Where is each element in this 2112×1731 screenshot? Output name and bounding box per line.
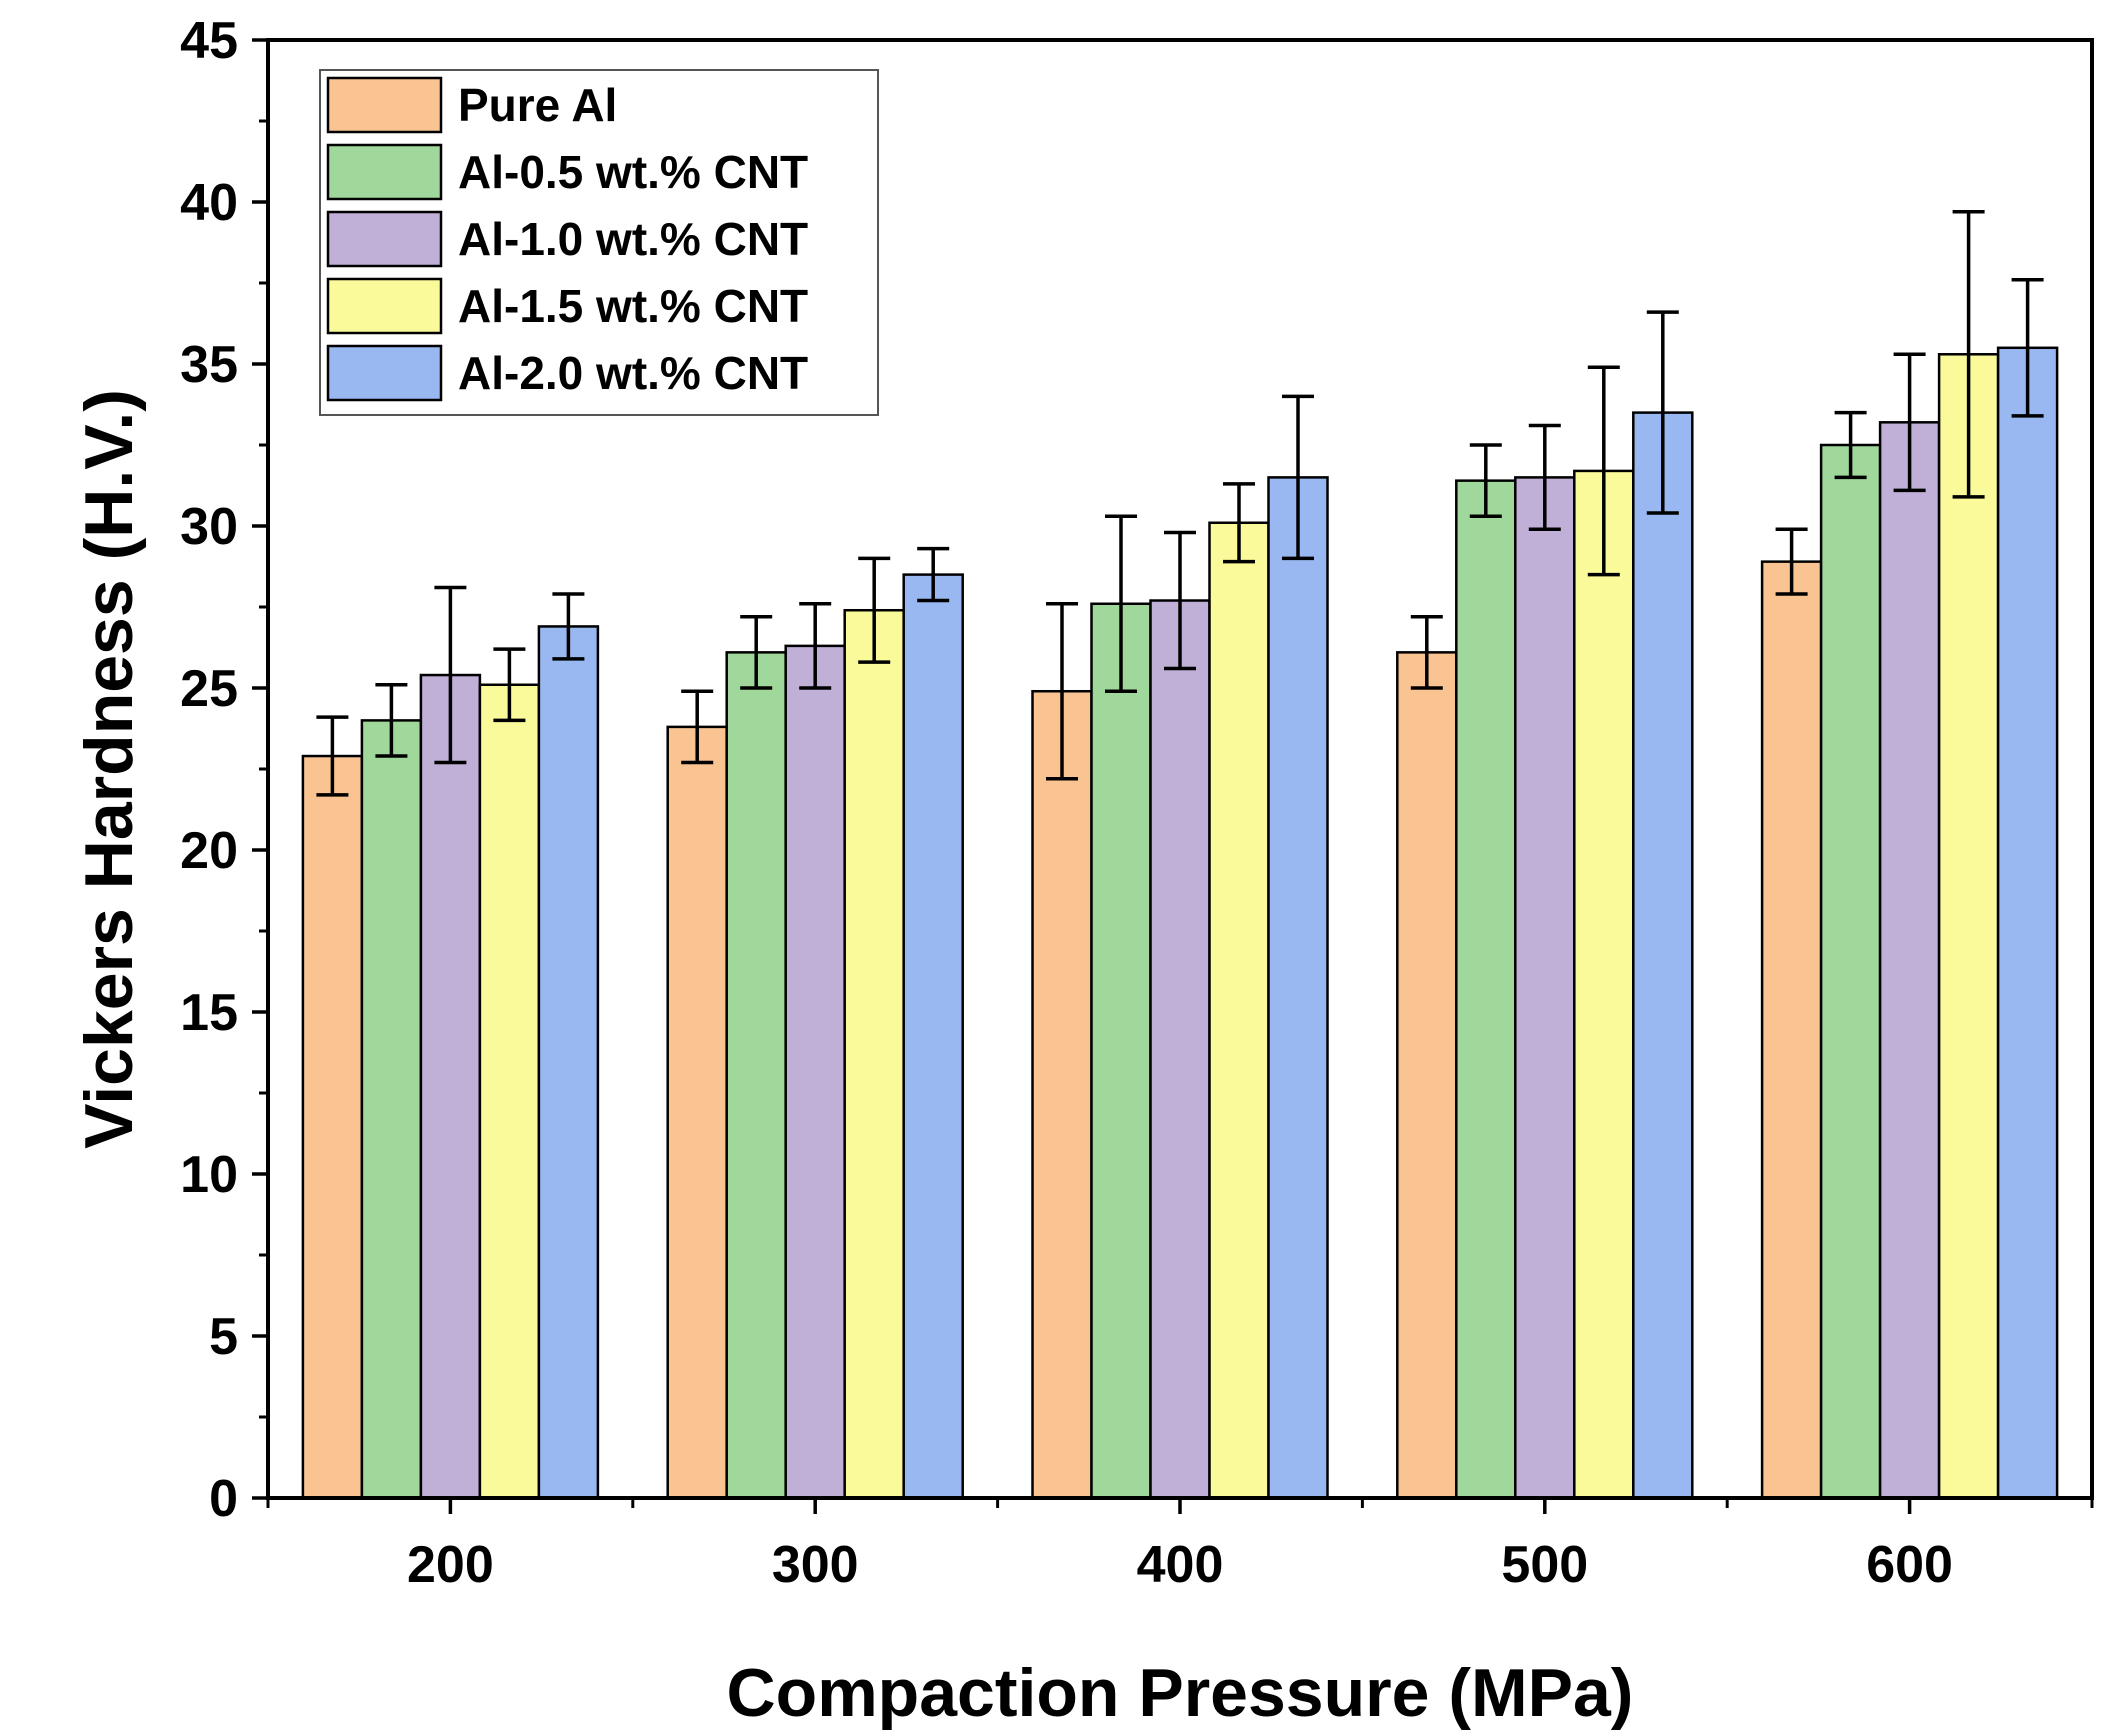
x-tick-label: 300 (772, 1536, 859, 1594)
bar (1396, 651, 1458, 1500)
legend-swatch (326, 344, 443, 402)
bars-layer (301, 346, 2059, 1500)
y-tick-label: 20 (180, 822, 238, 880)
y-tick-label: 45 (180, 12, 238, 70)
y-tick-label: 40 (180, 174, 238, 232)
bar (537, 625, 600, 1500)
legend-swatch (326, 76, 443, 134)
y-tick-label: 0 (209, 1470, 238, 1528)
legend-swatch (326, 143, 443, 201)
x-tick-label: 600 (1866, 1536, 1953, 1594)
bar (725, 651, 787, 1500)
x-axis-title: Compaction Pressure (MPa) (727, 1655, 1634, 1731)
bar (1455, 479, 1517, 1500)
bar (1760, 560, 1823, 1500)
y-tick-label: 15 (180, 984, 238, 1042)
bar (1878, 421, 1941, 1500)
bar (902, 573, 964, 1500)
y-tick-label: 30 (180, 498, 238, 556)
bar (1031, 689, 1093, 1500)
legend-label: Al-1.5 wt.% CNT (458, 280, 808, 332)
bar (1632, 411, 1694, 1500)
y-tick-label: 5 (209, 1308, 238, 1366)
y-axis-title: Vickers Hardness (H.V.) (71, 389, 147, 1149)
legend: Pure Al Al-0.5 wt.% CNT Al-1.0 wt.% CNT Al-… (319, 69, 879, 416)
bar (419, 673, 482, 1500)
bar (784, 644, 846, 1500)
legend-swatch (326, 210, 443, 268)
bar (1208, 521, 1270, 1500)
bar (1514, 476, 1576, 1500)
x-tick-label: 400 (1137, 1536, 1224, 1594)
y-tick-label: 10 (180, 1146, 238, 1204)
error-bars-layer (316, 209, 2044, 797)
bar (1149, 599, 1211, 1500)
bar (360, 719, 423, 1500)
bar (1090, 602, 1152, 1500)
bar (1267, 476, 1329, 1500)
legend-label: Al-0.5 wt.% CNT (458, 146, 808, 198)
x-tick-label: 500 (1501, 1536, 1588, 1594)
bar (1996, 346, 2059, 1500)
y-tick-label: 25 (180, 660, 238, 718)
legend-label: Pure Al (458, 79, 617, 131)
bar (478, 683, 541, 1500)
bar (666, 725, 728, 1500)
bar (1937, 353, 2000, 1500)
axes-layer: 200 300 400 500 600 0 5 10 15 20 25 30 35 40 45 (180, 12, 2094, 1594)
bar (1573, 469, 1635, 1500)
bar (301, 754, 364, 1500)
bar (843, 608, 905, 1500)
legend-label: Al-1.0 wt.% CNT (458, 213, 808, 265)
y-tick-label: 35 (180, 336, 238, 394)
legend-swatch (326, 277, 443, 335)
legend-label: Al-2.0 wt.% CNT (458, 347, 808, 399)
bar (1819, 443, 1882, 1500)
x-tick-label: 200 (407, 1536, 494, 1594)
